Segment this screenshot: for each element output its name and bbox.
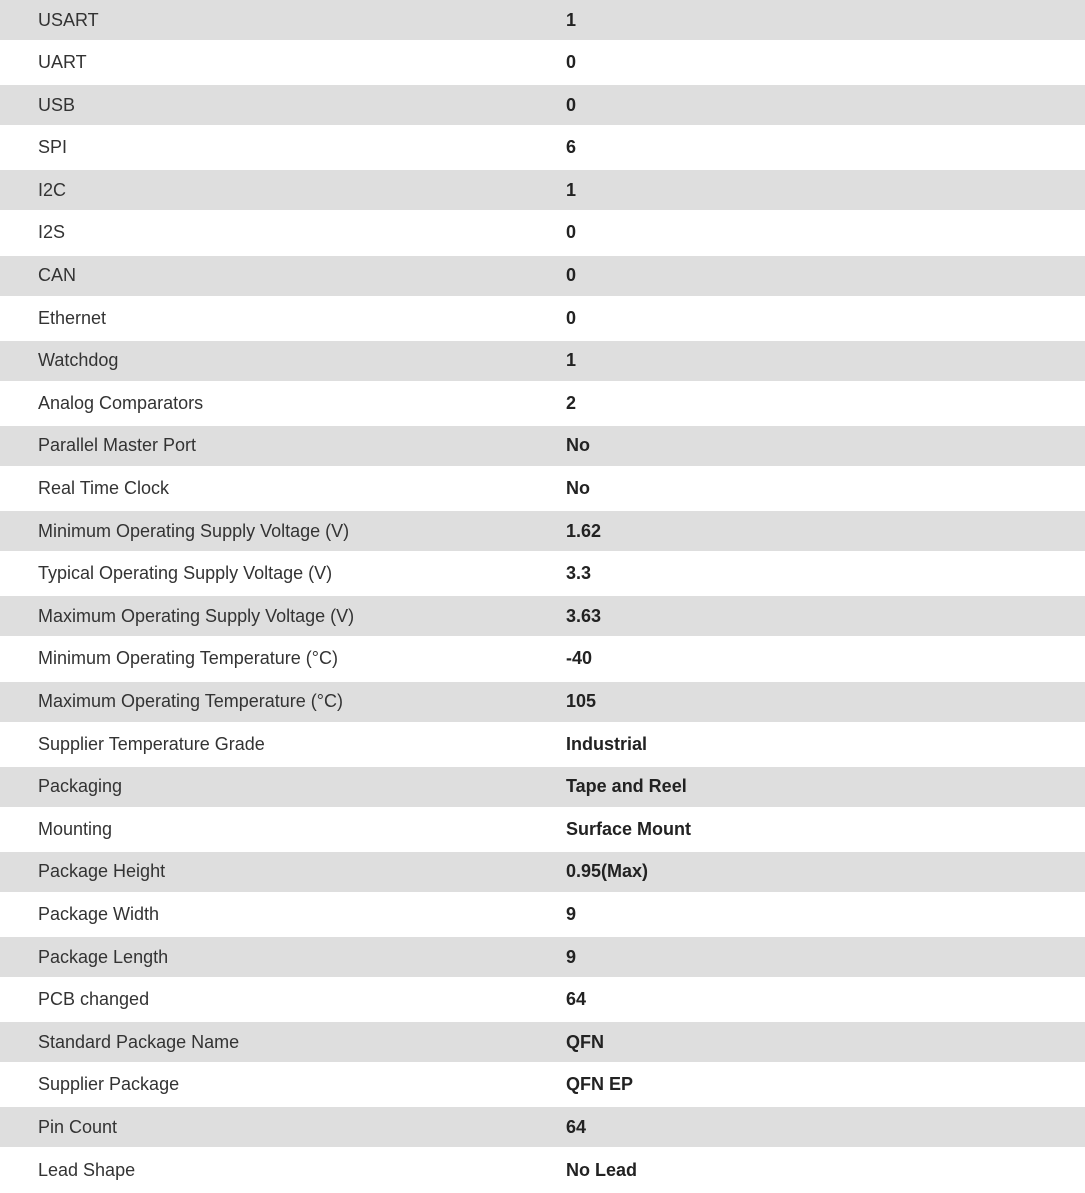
spec-value: 6 [528, 125, 1085, 171]
spec-row: PCB changed 64 [0, 977, 1085, 1023]
spec-label: CAN [0, 255, 528, 296]
spec-row: I2S 0 [0, 210, 1085, 256]
spec-value: 9 [528, 891, 1085, 938]
spec-value: 64 [528, 1107, 1085, 1148]
spec-row: Lead Shape No Lead [0, 1147, 1085, 1193]
spec-row: Analog Comparators 2 [0, 380, 1085, 426]
spec-row: Watchdog 1 [0, 340, 1085, 381]
spec-value: QFN EP [528, 1062, 1085, 1108]
spec-label: Mounting [0, 806, 528, 852]
spec-value: 0 [528, 255, 1085, 296]
spec-value: Industrial [528, 721, 1085, 767]
spec-label: USB [0, 85, 528, 126]
spec-value: 9 [528, 937, 1085, 978]
spec-label: Supplier Package [0, 1062, 528, 1108]
spec-row: UART 0 [0, 40, 1085, 86]
spec-value: Tape and Reel [528, 766, 1085, 807]
spec-value: 0 [528, 40, 1085, 86]
spec-value: 3.3 [528, 551, 1085, 597]
spec-row: Packaging Tape and Reel [0, 766, 1085, 807]
spec-row: Parallel Master Port No [0, 425, 1085, 466]
spec-label: I2S [0, 210, 528, 256]
spec-row: Package Width 9 [0, 891, 1085, 938]
spec-label: USART [0, 0, 528, 40]
spec-row: USB 0 [0, 85, 1085, 126]
spec-row: Ethernet 0 [0, 295, 1085, 341]
spec-row: Typical Operating Supply Voltage (V) 3.3 [0, 551, 1085, 597]
spec-row: Minimum Operating Supply Voltage (V) 1.62 [0, 511, 1085, 552]
spec-label: Analog Comparators [0, 380, 528, 426]
spec-row: Supplier Temperature Grade Industrial [0, 721, 1085, 767]
spec-value: 1 [528, 0, 1085, 40]
spec-label: Standard Package Name [0, 1022, 528, 1063]
spec-value: -40 [528, 636, 1085, 682]
spec-row: Package Length 9 [0, 937, 1085, 978]
spec-label: Supplier Temperature Grade [0, 721, 528, 767]
spec-label: I2C [0, 170, 528, 211]
spec-label: Typical Operating Supply Voltage (V) [0, 551, 528, 597]
spec-label: Watchdog [0, 340, 528, 381]
spec-row: Pin Count 64 [0, 1107, 1085, 1148]
spec-row: Mounting Surface Mount [0, 806, 1085, 852]
spec-label: Lead Shape [0, 1147, 528, 1193]
spec-value: 1.62 [528, 511, 1085, 552]
spec-value: QFN [528, 1022, 1085, 1063]
spec-row: Maximum Operating Temperature (°C) 105 [0, 681, 1085, 722]
spec-row: SPI 6 [0, 125, 1085, 171]
spec-row: Maximum Operating Supply Voltage (V) 3.63 [0, 596, 1085, 637]
spec-value: 0 [528, 85, 1085, 126]
spec-row: Real Time Clock No [0, 465, 1085, 512]
spec-label: Minimum Operating Supply Voltage (V) [0, 511, 528, 552]
spec-value: 0 [528, 295, 1085, 341]
spec-value: No [528, 425, 1085, 466]
spec-value: 3.63 [528, 596, 1085, 637]
spec-label: Package Length [0, 937, 528, 978]
spec-row: Supplier Package QFN EP [0, 1062, 1085, 1108]
spec-row: Minimum Operating Temperature (°C) -40 [0, 636, 1085, 682]
spec-row: I2C 1 [0, 170, 1085, 211]
spec-value: 0 [528, 210, 1085, 256]
spec-value: 1 [528, 170, 1085, 211]
spec-label: UART [0, 40, 528, 86]
spec-label: Package Height [0, 851, 528, 892]
spec-value: 2 [528, 380, 1085, 426]
spec-label: Real Time Clock [0, 465, 528, 512]
spec-row: Standard Package Name QFN [0, 1022, 1085, 1063]
spec-label: Packaging [0, 766, 528, 807]
spec-row: Package Height 0.95(Max) [0, 851, 1085, 892]
spec-label: Minimum Operating Temperature (°C) [0, 636, 528, 682]
spec-row: CAN 0 [0, 255, 1085, 296]
spec-value: 105 [528, 681, 1085, 722]
spec-label: Parallel Master Port [0, 425, 528, 466]
spec-label: PCB changed [0, 977, 528, 1023]
spec-value: Surface Mount [528, 806, 1085, 852]
spec-label: Package Width [0, 891, 528, 938]
spec-label: Maximum Operating Supply Voltage (V) [0, 596, 528, 637]
spec-row: USART 1 [0, 0, 1085, 40]
spec-value: 0.95(Max) [528, 851, 1085, 892]
spec-value: No [528, 465, 1085, 512]
spec-label: Pin Count [0, 1107, 528, 1148]
spec-value: 1 [528, 340, 1085, 381]
spec-label: Ethernet [0, 295, 528, 341]
spec-value: No Lead [528, 1147, 1085, 1193]
spec-label: SPI [0, 125, 528, 171]
spec-label: Maximum Operating Temperature (°C) [0, 681, 528, 722]
spec-value: 64 [528, 977, 1085, 1023]
